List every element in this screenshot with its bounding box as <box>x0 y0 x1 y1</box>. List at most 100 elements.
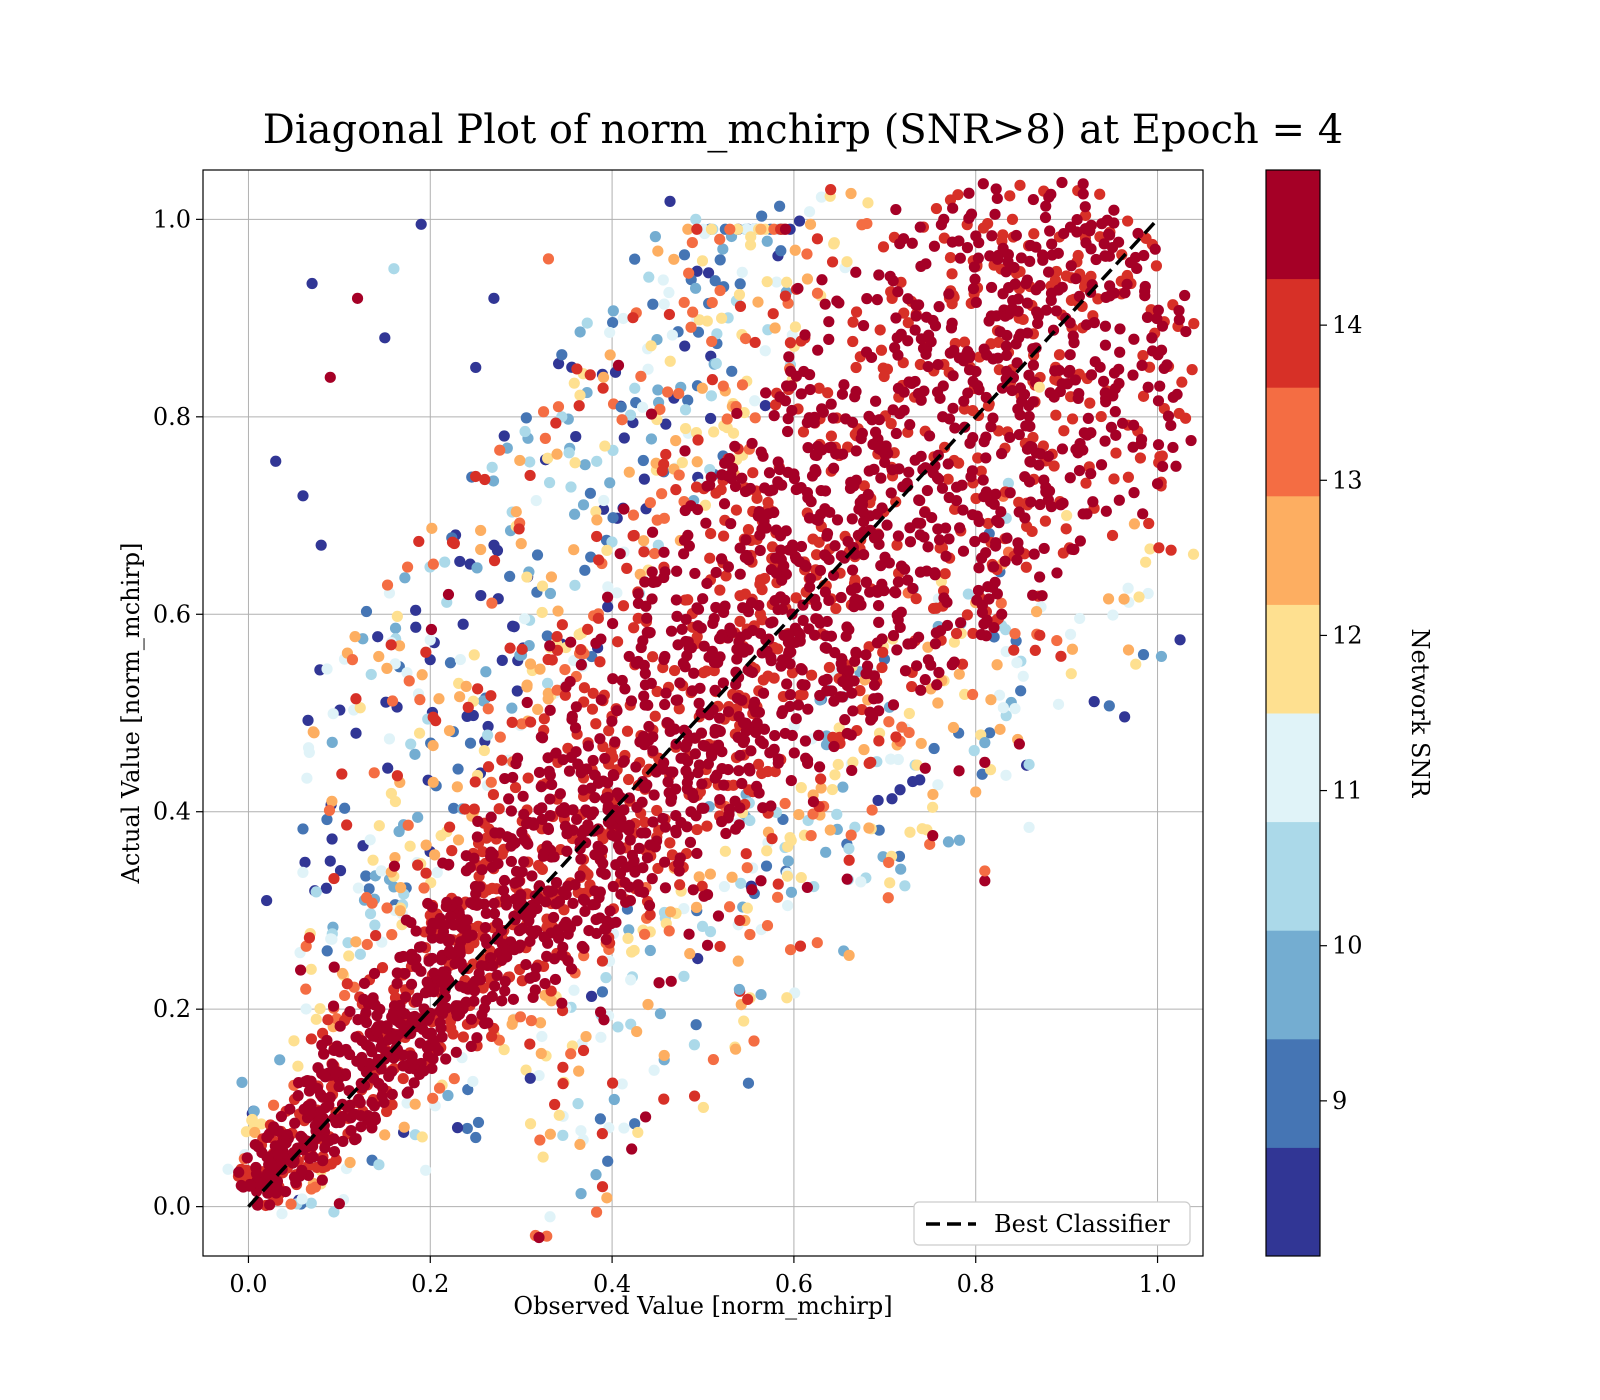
scatter-point <box>560 681 572 693</box>
scatter-point <box>696 880 708 892</box>
scatter-point <box>644 839 656 851</box>
scatter-point <box>563 447 575 459</box>
scatter-point <box>869 426 882 438</box>
scatter-point <box>780 380 793 392</box>
scatter-point <box>1085 468 1097 480</box>
scatter-point <box>670 484 682 496</box>
scatter-point <box>475 589 487 602</box>
scatter-point <box>723 901 736 913</box>
scatter-point <box>486 461 498 473</box>
scatter-point <box>782 841 794 853</box>
scatter-point <box>1099 320 1112 332</box>
scatter-point <box>802 757 814 770</box>
axes-frame <box>202 169 1204 1257</box>
scatter-point <box>847 316 859 328</box>
scatter-point <box>328 872 340 885</box>
scatter-point <box>645 433 658 445</box>
scatter-point <box>665 766 677 778</box>
scatter-point <box>1036 590 1048 602</box>
scatter-point <box>538 931 550 943</box>
scatter-point <box>639 576 651 588</box>
scatter-point <box>607 512 619 524</box>
scatter-point <box>1044 225 1056 237</box>
scatter-point <box>297 866 309 879</box>
scatter-point <box>712 910 725 922</box>
scatter-point <box>828 695 840 707</box>
scatter-point <box>676 623 688 635</box>
scatter-point <box>459 803 471 815</box>
scatter-point <box>696 382 708 394</box>
scatter-point <box>541 677 554 689</box>
scatter-point <box>579 895 591 907</box>
scatter-point <box>524 1038 536 1050</box>
scatter-point <box>1188 318 1200 330</box>
scatter-point <box>1108 473 1120 485</box>
scatter-point <box>985 281 998 294</box>
scatter-point <box>316 1174 328 1186</box>
scatter-point <box>714 284 726 297</box>
scatter-point <box>372 631 384 643</box>
scatter-point <box>373 1077 385 1090</box>
scatter-point <box>604 477 616 489</box>
scatter-point <box>637 862 649 874</box>
scatter-point <box>465 1013 477 1025</box>
scatter-point <box>634 736 646 748</box>
scatter-point <box>705 390 718 402</box>
scatter-point <box>932 358 944 371</box>
scatter-point <box>721 413 733 425</box>
scatter-point <box>612 1021 624 1033</box>
scatter-point <box>847 335 859 348</box>
scatter-point <box>524 1072 536 1084</box>
scatter-point <box>270 1187 282 1199</box>
scatter-point <box>1161 359 1173 371</box>
scatter-point <box>590 505 602 518</box>
x-tick-label: 0.6 <box>775 1270 813 1298</box>
scatter-point <box>300 1003 312 1015</box>
scatter-point <box>544 640 556 652</box>
scatter-point <box>240 1126 253 1138</box>
scatter-point <box>460 680 472 692</box>
scatter-point <box>1113 363 1125 375</box>
scatter-point <box>805 830 817 842</box>
scatter-point <box>922 654 934 666</box>
scatter-point <box>663 925 675 937</box>
scatter-point <box>1038 474 1050 486</box>
scatter-point <box>973 237 985 249</box>
scatter-point <box>748 1035 760 1047</box>
scatter-point <box>993 689 1006 701</box>
scatter-point <box>413 727 426 739</box>
scatter-point <box>781 870 794 882</box>
scatter-point <box>551 684 563 696</box>
scatter-point <box>373 1159 385 1171</box>
scatter-point <box>737 736 749 749</box>
scatter-point <box>810 549 823 561</box>
scatter-point <box>1143 517 1155 530</box>
scatter-point <box>426 522 438 534</box>
scatter-point <box>371 1026 383 1038</box>
scatter-point <box>1068 543 1080 556</box>
scatter-point <box>574 326 586 338</box>
scatter-point <box>903 466 915 478</box>
scatter-point <box>928 742 940 755</box>
scatter-point <box>626 1143 638 1155</box>
scatter-point <box>440 1053 452 1065</box>
scatter-point <box>1060 523 1072 535</box>
scatter-point <box>334 1046 346 1058</box>
scatter-point <box>1104 290 1116 302</box>
scatter-point <box>799 735 812 747</box>
scatter-point <box>937 411 949 423</box>
scatter-point <box>448 537 460 550</box>
scatter-point <box>740 534 752 546</box>
scatter-point <box>746 666 759 679</box>
scatter-point <box>360 605 373 618</box>
scatter-point <box>726 626 738 638</box>
scatter-point <box>734 542 746 554</box>
scatter-point <box>573 628 585 641</box>
scatter-point <box>809 463 821 476</box>
scatter-point <box>892 753 904 766</box>
scatter-point <box>485 690 497 702</box>
scatter-point <box>369 999 381 1011</box>
scatter-point <box>904 419 916 431</box>
scatter-point <box>644 909 656 921</box>
scatter-point <box>678 249 691 261</box>
